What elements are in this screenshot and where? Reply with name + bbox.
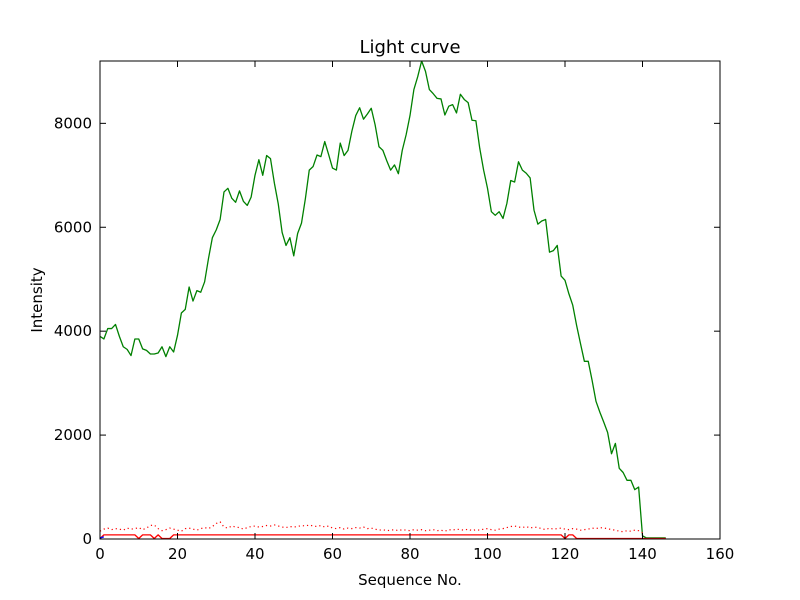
x-tick-label: 60: [323, 545, 342, 563]
x-tick-label: 100: [473, 545, 502, 563]
plot-area: 0 20 40 60 80 100 120 140 160 0 2000 4000 6000 8000: [54, 60, 735, 563]
y-tick-label: 2000: [54, 426, 92, 444]
x-tick-label: 40: [245, 545, 264, 563]
y-tick-label: 0: [82, 530, 92, 548]
chart-title: Light curve: [359, 37, 460, 58]
y-tick-label: 8000: [54, 114, 92, 132]
series-line-2: [100, 534, 666, 539]
series-line-1: [100, 61, 666, 539]
x-tick-label: 20: [168, 545, 187, 563]
x-tick-label: 140: [628, 545, 657, 563]
x-tick-label: 0: [95, 545, 105, 563]
x-axis-label: Sequence No.: [358, 571, 462, 589]
y-axis-label: Intensity: [28, 267, 46, 332]
x-tick-label: 120: [551, 545, 580, 563]
y-tick-label: 4000: [54, 322, 92, 340]
x-tick-label: 80: [400, 545, 419, 563]
series-line-3: [100, 521, 643, 534]
x-tick-label: 160: [706, 545, 735, 563]
series-line-4: [100, 536, 105, 539]
y-tick-label: 6000: [54, 218, 92, 236]
